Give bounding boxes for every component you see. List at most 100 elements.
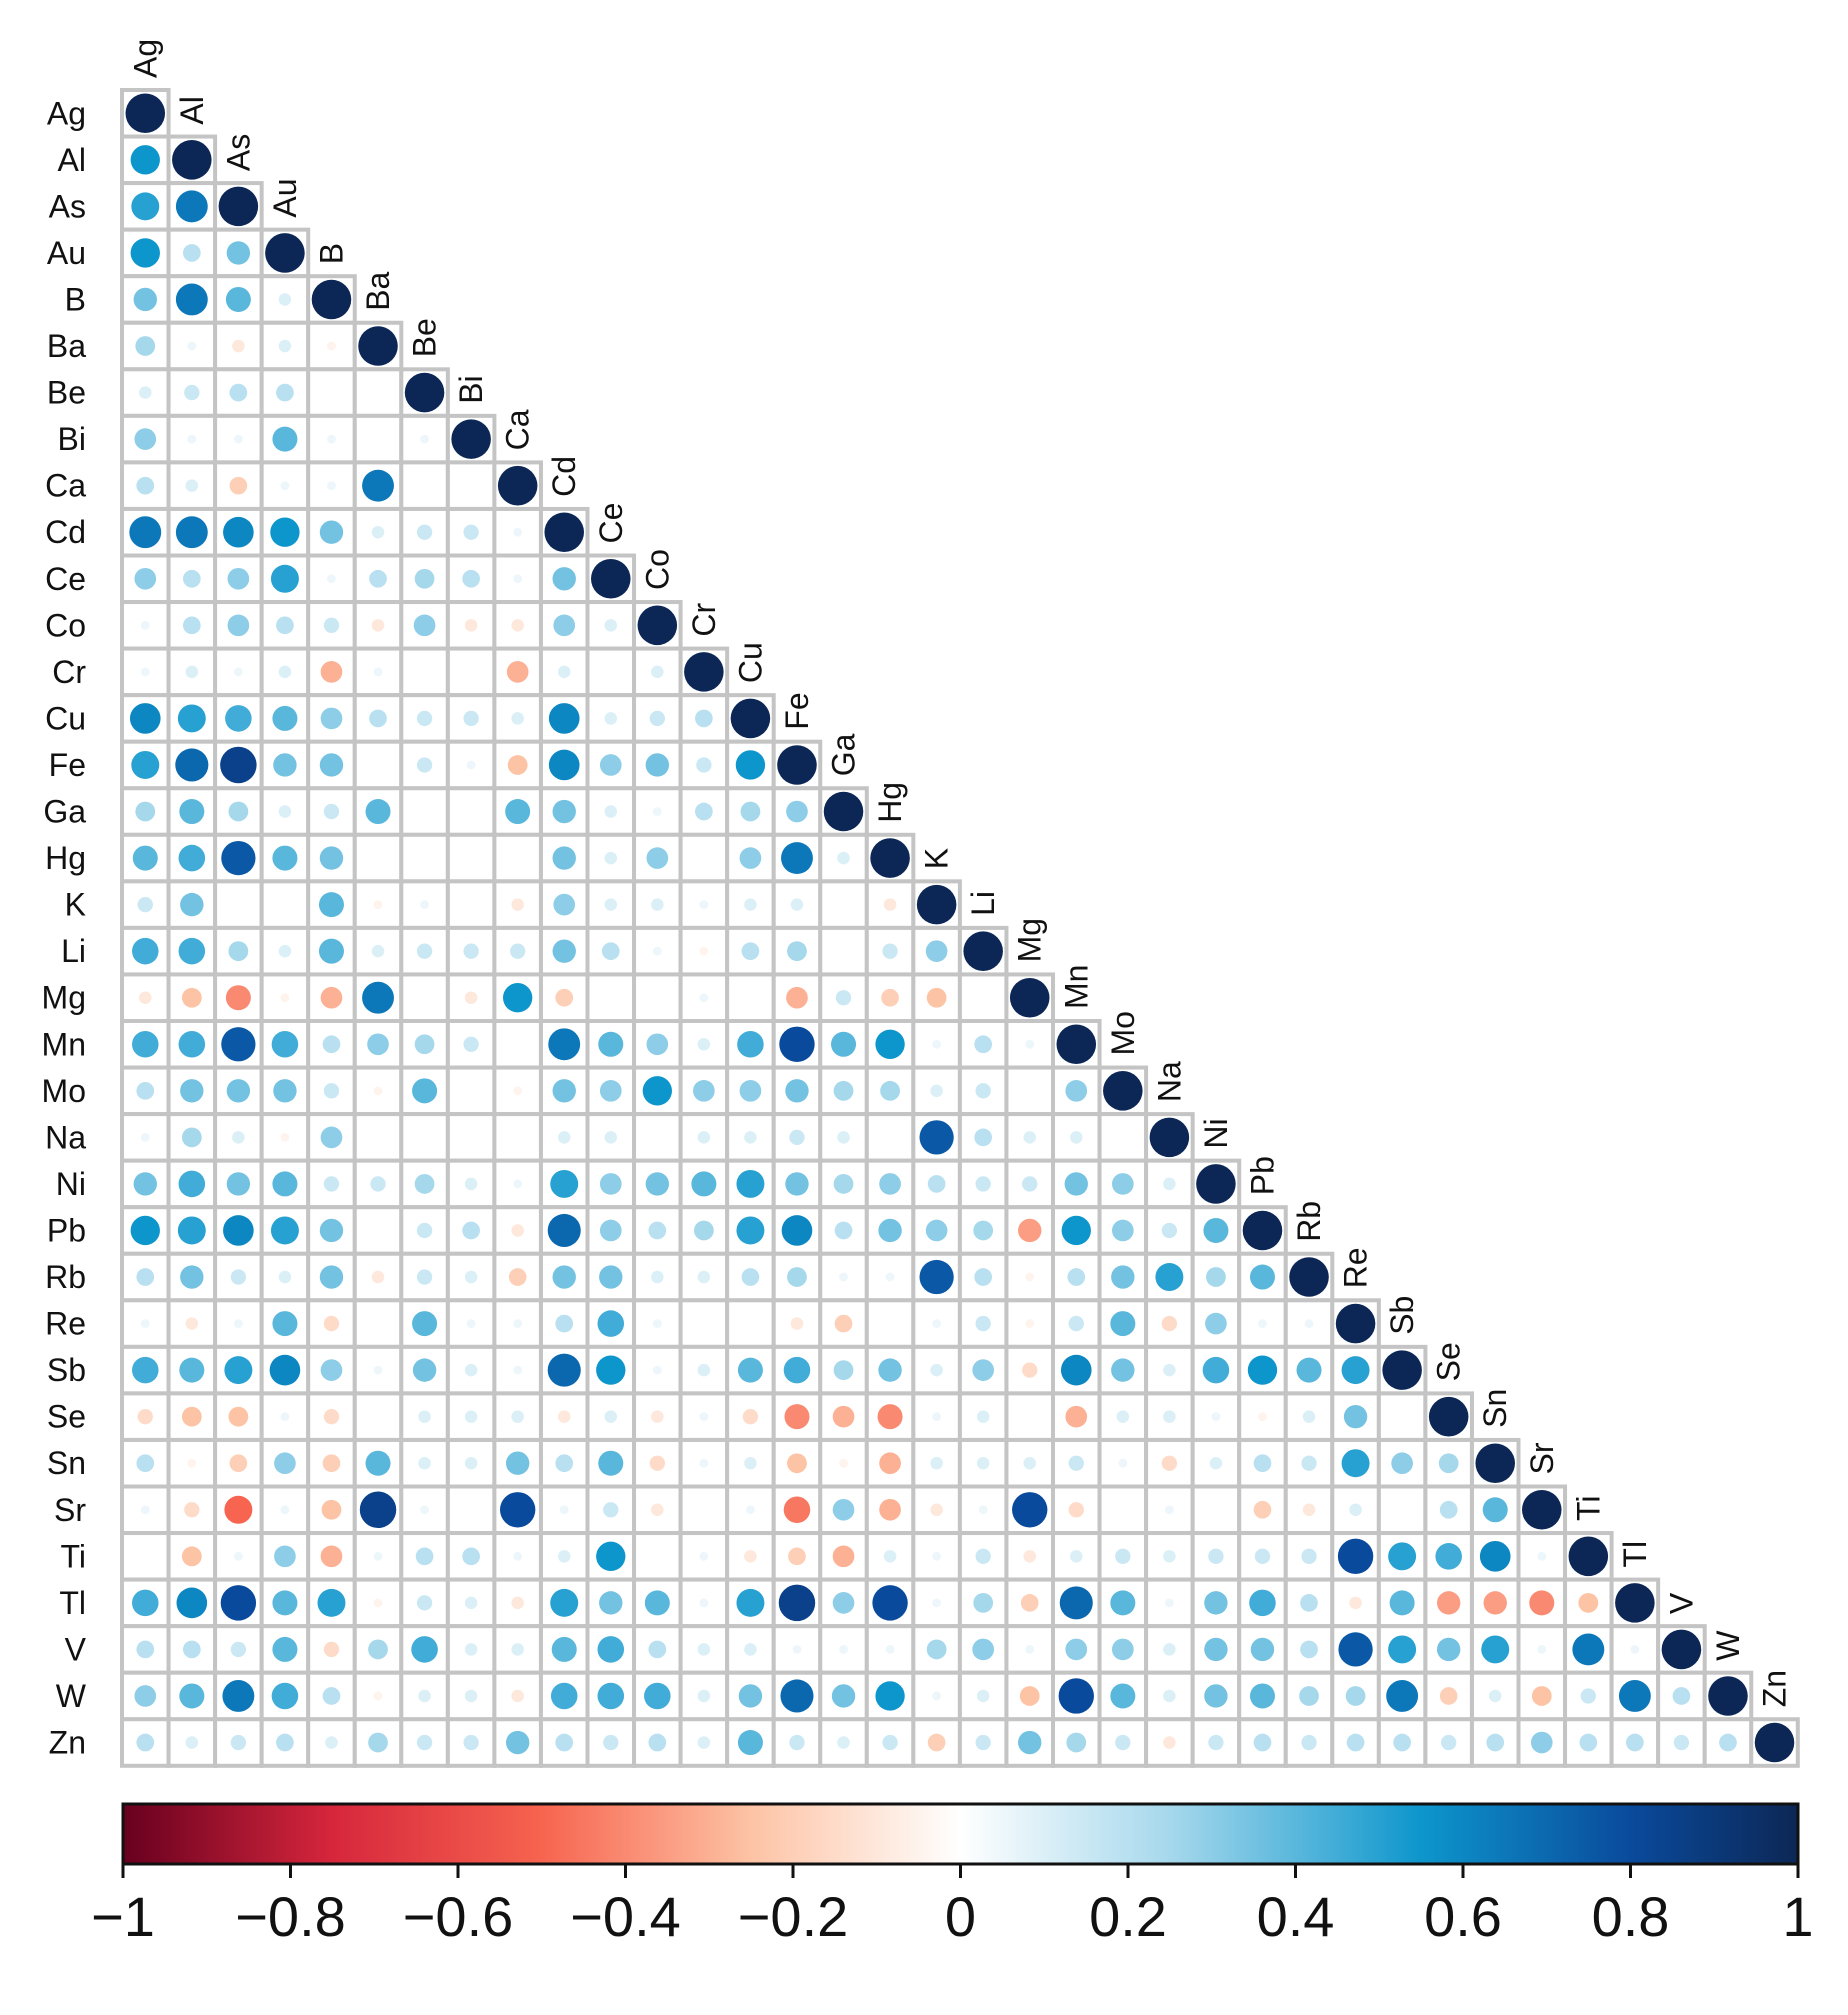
cell-mo-mg <box>1004 1065 1056 1117</box>
corr-circle-sn-bi <box>464 1456 478 1470</box>
colorbar-tick-label: −0.2 <box>738 1885 849 1948</box>
cell-ga-be <box>399 786 450 837</box>
corr-circle-ga-cd <box>552 799 576 824</box>
corr-circle-mo-ca <box>513 1086 523 1096</box>
corr-circle-v-ag <box>136 1640 155 1659</box>
corr-circle-sb-al <box>179 1357 205 1383</box>
cell-pb-ag <box>120 1205 171 1256</box>
corr-circle-fe-cd <box>548 749 580 781</box>
corr-circle-w-sr <box>1531 1686 1552 1706</box>
cell-re-cr <box>678 1298 730 1349</box>
corr-circle-pb-b <box>319 1218 344 1243</box>
corr-circle-cu-al <box>177 704 206 733</box>
col-label-li: Li <box>965 891 1001 916</box>
corr-circle-v-na <box>1163 1643 1176 1656</box>
corr-circle-tl-hg <box>872 1585 908 1621</box>
corr-circle-se-co <box>651 1410 664 1423</box>
corr-circle-v-sb <box>1388 1635 1417 1664</box>
corr-circle-sb-k <box>930 1363 943 1377</box>
cell-re-ba <box>352 1298 404 1349</box>
corr-circle-cr-cr <box>684 652 724 692</box>
corr-circle-tl-mn <box>1059 1586 1093 1620</box>
corr-circle-ti-as <box>233 1551 243 1561</box>
cell-na-be <box>399 1112 450 1163</box>
corr-circle-zn-ga <box>837 1736 850 1749</box>
row-label-b: B <box>65 281 86 317</box>
corr-circle-zn-al <box>185 1736 199 1749</box>
corr-circle-sn-ba <box>365 1450 391 1476</box>
corr-circle-re-au <box>272 1311 298 1337</box>
row-label-co: Co <box>45 607 86 643</box>
cell-mo-au <box>259 1065 311 1117</box>
corr-circle-tl-ce <box>599 1591 623 1615</box>
corr-circle-hg-cu <box>739 847 762 869</box>
row-label-ti: Ti <box>61 1538 86 1574</box>
corr-circle-fe-b <box>319 753 344 777</box>
cell-re-cu <box>725 1298 776 1349</box>
corr-circle-be-al <box>184 384 200 401</box>
corr-circle-se-ag <box>137 1409 153 1425</box>
corr-circle-co-ba <box>371 619 385 632</box>
corr-circle-tl-na <box>1164 1598 1174 1608</box>
corr-circle-sb-re <box>1341 1356 1370 1385</box>
corr-circle-as-as <box>218 186 259 227</box>
col-label-k: K <box>919 848 955 869</box>
col-label-ba: Ba <box>360 271 396 310</box>
corr-circle-co-ag <box>140 620 150 630</box>
corr-circle-be-as <box>229 383 248 402</box>
corr-circle-sr-ce <box>603 1502 619 1518</box>
corr-circle-mn-ga <box>831 1031 857 1057</box>
corr-circle-re-k <box>932 1319 942 1328</box>
corr-circle-sr-rb <box>1302 1503 1316 1517</box>
corr-circle-co-ca <box>511 619 524 632</box>
corr-circle-ni-be <box>414 1174 435 1194</box>
corr-circle-ca-au <box>280 481 290 491</box>
corr-circle-ga-al <box>179 799 205 825</box>
corr-circle-as-ag <box>131 192 160 221</box>
corr-circle-zn-cd <box>555 1733 574 1752</box>
corr-circle-co-ce <box>604 619 618 632</box>
corr-circle-zn-tl <box>1626 1733 1644 1752</box>
cell-mo-bi <box>445 1065 497 1117</box>
corr-circle-ni-co <box>645 1172 670 1196</box>
corr-circle-rb-ga <box>839 1272 848 1282</box>
cell-ga-au <box>259 786 311 837</box>
corr-circle-mn-mn <box>1056 1024 1097 1065</box>
corr-circle-sr-re <box>1349 1503 1362 1517</box>
corr-circle-tl-k <box>932 1598 942 1608</box>
corr-circle-v-au <box>272 1636 298 1662</box>
corr-circle-cu-cu <box>730 698 771 739</box>
cell-sr-cr <box>678 1484 730 1536</box>
row-label-sb: Sb <box>47 1352 86 1388</box>
col-label-al: Al <box>174 96 210 124</box>
corr-circle-ce-be <box>414 568 435 589</box>
corr-circle-zn-rb <box>1301 1734 1317 1751</box>
corr-circle-mg-mg <box>1009 977 1050 1018</box>
corr-circle-sn-sn <box>1475 1443 1515 1483</box>
corr-circle-re-as <box>233 1319 243 1328</box>
corr-circle-zn-b <box>325 1736 338 1749</box>
corr-circle-fe-bi <box>466 760 476 770</box>
corr-circle-ce-al <box>182 569 201 588</box>
corr-circle-zn-ce <box>603 1734 619 1751</box>
corr-circle-hg-au <box>272 845 298 871</box>
corr-circle-w-au <box>271 1682 299 1710</box>
corr-circle-fe-al <box>175 748 209 782</box>
corr-circle-ni-cr <box>691 1171 717 1197</box>
corr-circle-au-as <box>226 241 251 265</box>
corr-circle-sr-ga <box>832 1498 855 1521</box>
corr-circle-fe-fe <box>777 745 817 785</box>
corr-circle-w-pb <box>1249 1683 1275 1709</box>
corr-circle-pb-bi <box>462 1221 480 1240</box>
corr-circle-co-bi <box>464 619 478 632</box>
corr-circle-cr-al <box>185 665 199 679</box>
corr-circle-se-fe <box>784 1404 810 1430</box>
corr-circle-mn-ag <box>132 1031 159 1058</box>
corr-circle-se-mn <box>1065 1405 1088 1428</box>
corr-circle-ba-al <box>187 341 197 351</box>
corr-circle-k-k <box>916 884 957 925</box>
corr-circle-ti-ni <box>1208 1548 1224 1564</box>
col-label-bi: Bi <box>453 375 489 403</box>
cell-zn-ni <box>1190 1717 1242 1768</box>
corr-circle-tl-sn <box>1483 1591 1507 1615</box>
